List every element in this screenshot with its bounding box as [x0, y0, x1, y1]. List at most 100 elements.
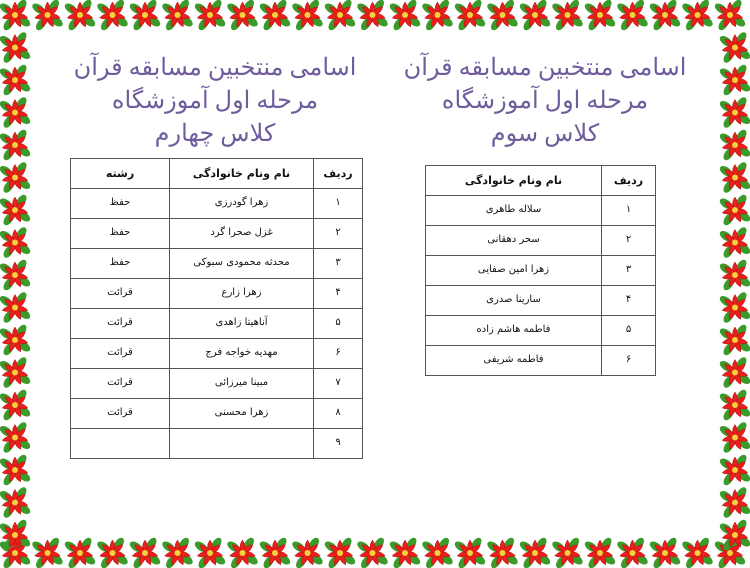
class4-title: اسامی منتخبین مسابقه قرآن مرحله اول آموز… — [70, 52, 360, 151]
title-line: مرحله اول آموزشگاه — [111, 88, 319, 114]
poinsettia-flower-icon — [227, 0, 258, 31]
title-line: کلاس سوم — [490, 121, 600, 147]
poinsettia-flower-icon — [97, 0, 128, 31]
table-row: ۷ مبینا میرزائی قرائت — [70, 368, 363, 399]
poinsettia-flower-icon — [719, 97, 750, 128]
table-row: ۶ فاطمه شریفی — [425, 345, 656, 376]
poinsettia-flower-icon — [719, 64, 750, 96]
cell-n: ۹ — [313, 428, 363, 459]
table-row: ۴ سارینا صدری — [425, 285, 656, 316]
table-row: ۱ سلاله طاهری — [425, 195, 656, 226]
poinsettia-flower-icon — [682, 537, 713, 568]
poinsettia-flower-icon — [162, 537, 193, 568]
poinsettia-flower-icon — [0, 487, 31, 518]
poinsettia-flower-icon — [194, 537, 226, 568]
poinsettia-flower-icon — [719, 227, 750, 258]
cell-n: ۱ — [313, 188, 363, 219]
cell-name: سلاله طاهری — [425, 195, 602, 226]
cell-n: ۳ — [313, 248, 363, 279]
cell-field: قرائت — [70, 308, 170, 339]
cell-name: زهرا امین صفایی — [425, 255, 602, 286]
table-row: ۸ زهرا محسنی قرائت — [70, 398, 363, 429]
poinsettia-flower-icon — [714, 537, 746, 568]
cell-n: ۵ — [313, 308, 363, 339]
poinsettia-flower-icon — [0, 259, 31, 291]
poinsettia-flower-icon — [552, 0, 583, 31]
table-row: ۱ زهرا گودرزی حفظ — [70, 188, 363, 219]
poinsettia-flower-icon — [162, 0, 193, 31]
poinsettia-flower-icon — [719, 389, 750, 421]
poinsettia-flower-icon — [454, 0, 486, 31]
poinsettia-flower-icon — [719, 162, 750, 193]
poinsettia-flower-icon — [292, 0, 323, 31]
poinsettia-flower-icon — [0, 292, 31, 323]
cell-n: ۲ — [601, 225, 656, 256]
table-row: ۲ غزل صحرا گرد حفظ — [70, 218, 363, 249]
poinsettia-flower-icon — [584, 537, 616, 568]
poinsettia-flower-icon — [719, 324, 750, 356]
poinsettia-flower-icon — [487, 0, 518, 31]
table-header: ردیف نام ونام خانوادگی رشته — [70, 158, 363, 189]
poinsettia-flower-icon — [422, 537, 453, 568]
cell-n: ۶ — [313, 338, 363, 369]
poinsettia-flower-icon — [719, 357, 750, 388]
header-row-number: ردیف — [601, 165, 656, 196]
table-header: ردیف نام ونام خانوادگی — [425, 165, 656, 196]
cell-name: زهرا زارع — [169, 278, 314, 309]
poinsettia-flower-icon — [719, 129, 750, 161]
header-field: رشته — [70, 158, 170, 189]
poinsettia-flower-icon — [0, 389, 31, 421]
class3-table: ردیف نام ونام خانوادگی ۱ سلاله طاهری ۲ سحر … — [425, 165, 656, 376]
cell-name: مهدیه خواجه فرج — [169, 338, 314, 369]
poinsettia-flower-icon — [649, 0, 681, 31]
cell-field: حفظ — [70, 248, 170, 279]
poinsettia-flower-icon — [714, 0, 746, 31]
poinsettia-flower-icon — [259, 0, 291, 31]
poinsettia-flower-icon — [0, 537, 31, 568]
poinsettia-flower-icon — [0, 97, 31, 128]
poinsettia-flower-icon — [719, 487, 750, 518]
poinsettia-flower-icon — [552, 537, 583, 568]
poinsettia-flower-icon — [719, 454, 750, 486]
table-row: ۵ آناهیتا زاهدی قرائت — [70, 308, 363, 339]
poinsettia-flower-icon — [0, 357, 31, 388]
poinsettia-flower-icon — [0, 194, 31, 226]
cell-name: فاطمه هاشم زاده — [425, 315, 602, 346]
title-line: اسامی منتخبین مسابقه قرآن — [403, 55, 687, 81]
poinsettia-flower-icon — [0, 0, 31, 31]
header-name: نام ونام خانوادگی — [425, 165, 602, 196]
table-row: ۹ — [70, 428, 363, 459]
poinsettia-flower-icon — [0, 64, 31, 96]
poinsettia-flower-icon — [719, 259, 750, 291]
poinsettia-flower-icon — [324, 537, 356, 568]
cell-name: سارینا صدری — [425, 285, 602, 316]
cell-name: آناهیتا زاهدی — [169, 308, 314, 339]
poinsettia-flower-icon — [64, 0, 96, 31]
poinsettia-flower-icon — [0, 162, 31, 193]
table-row: ۵ فاطمه هاشم زاده — [425, 315, 656, 346]
poinsettia-flower-icon — [324, 0, 356, 31]
poinsettia-flower-icon — [32, 537, 63, 568]
cell-name: مبینا میرزائی — [169, 368, 314, 399]
cell-n: ۷ — [313, 368, 363, 399]
poinsettia-flower-icon — [454, 537, 486, 568]
poinsettia-flower-icon — [519, 0, 551, 31]
poinsettia-flower-icon — [519, 537, 551, 568]
table-row: ۳ محدثه محمودی سبوکی حفظ — [70, 248, 363, 279]
cell-name: غزل صحرا گرد — [169, 218, 314, 249]
cell-name: زهرا محسنی — [169, 398, 314, 429]
cell-field: قرائت — [70, 398, 170, 429]
poinsettia-flower-icon — [389, 0, 421, 31]
title-line: اسامی منتخبین مسابقه قرآن — [73, 55, 357, 81]
poinsettia-flower-icon — [0, 422, 31, 453]
poinsettia-flower-icon — [719, 422, 750, 453]
poinsettia-flower-icon — [0, 32, 31, 63]
poinsettia-flower-icon — [719, 194, 750, 226]
cell-field: قرائت — [70, 338, 170, 369]
poinsettia-flower-icon — [97, 537, 128, 568]
poinsettia-flower-icon — [422, 0, 453, 31]
cell-field — [70, 428, 170, 459]
cell-name: سحر دهقانی — [425, 225, 602, 256]
poinsettia-flower-icon — [194, 0, 226, 31]
table-row: ۶ مهدیه خواجه فرج قرائت — [70, 338, 363, 369]
